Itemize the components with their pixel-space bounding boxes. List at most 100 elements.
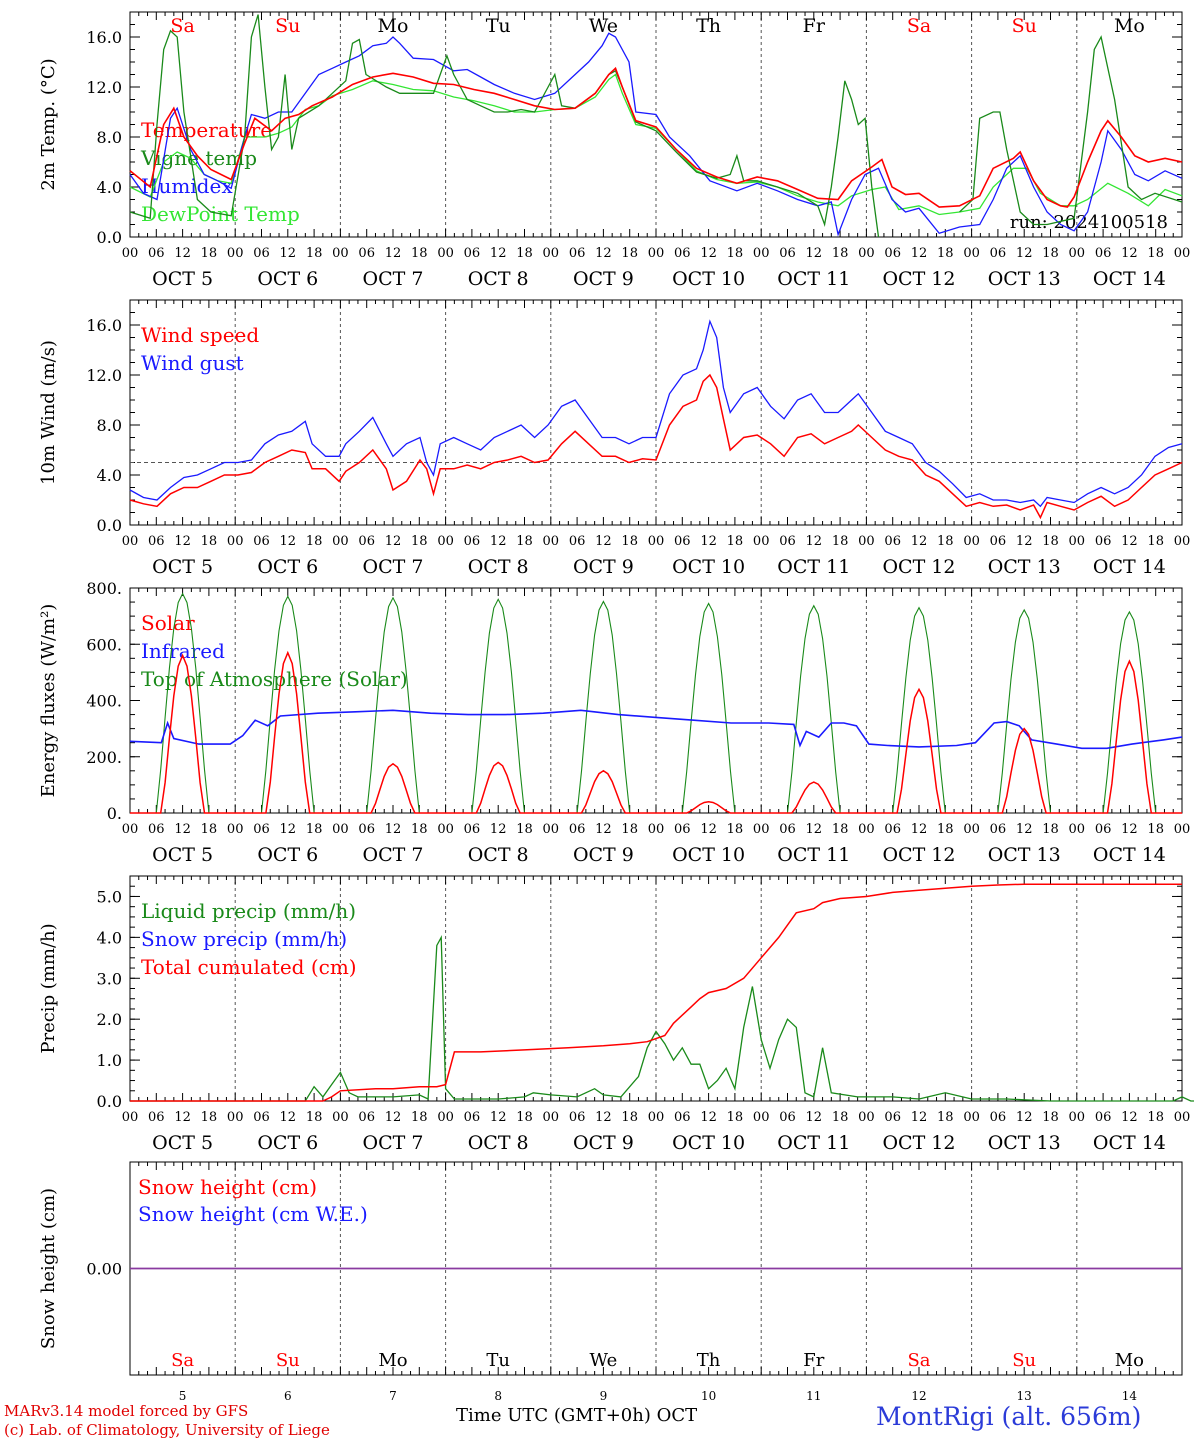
date-label: OCT 14 [1093, 556, 1166, 578]
hour-label: 06 [464, 822, 481, 837]
hour-label: 18 [832, 246, 849, 261]
temperature-line [129, 66, 1183, 208]
date-label: OCT 12 [882, 268, 955, 290]
hour-label: 00 [543, 534, 560, 549]
hour-label: 06 [674, 1110, 691, 1125]
hour-label: 12 [385, 534, 402, 549]
hour-label: 12 [490, 1110, 507, 1125]
y-axis-label: 10m Wind (m/s) [38, 340, 59, 485]
hour-label: 18 [727, 246, 744, 261]
hour-label: 00 [648, 822, 665, 837]
date-label: OCT 7 [363, 1132, 424, 1154]
date-label: OCT 5 [152, 556, 213, 578]
y-axis-label: Energy fluxes (W/m²) [38, 604, 59, 798]
hour-label: 18 [201, 822, 218, 837]
hour-label: 00 [963, 822, 980, 837]
date-label: OCT 12 [882, 556, 955, 578]
day-number: 13 [1017, 1389, 1032, 1403]
hour-label: 12 [280, 534, 297, 549]
hour-label: 12 [700, 246, 717, 261]
day-number: 5 [179, 1389, 187, 1403]
hour-label: 12 [385, 822, 402, 837]
hour-label: 06 [884, 1110, 901, 1125]
date-label: OCT 6 [257, 268, 318, 290]
y-tick-label: 8.0 [97, 416, 122, 435]
hour-label: 00 [1174, 534, 1191, 549]
day-name: We [590, 1350, 618, 1371]
hour-label: 06 [148, 1110, 165, 1125]
y-tick-label: 5.0 [97, 887, 122, 906]
y-tick-label: 0.0 [97, 516, 122, 535]
hour-label: 00 [648, 534, 665, 549]
hour-label: 06 [990, 534, 1007, 549]
hour-label: 00 [437, 246, 454, 261]
y-tick-label: 0. [107, 804, 122, 823]
hour-label: 06 [779, 1110, 796, 1125]
hour-label: 12 [595, 822, 612, 837]
day-name: Su [1012, 1350, 1036, 1371]
liquid-precip-line [130, 934, 1194, 1102]
y-tick-label: 3.0 [97, 969, 122, 988]
hour-label: 12 [280, 1110, 297, 1125]
hour-label: 00 [1174, 1110, 1191, 1125]
hour-label: 18 [1042, 822, 1059, 837]
hour-label: 12 [595, 246, 612, 261]
hour-label: 00 [753, 822, 770, 837]
hour-label: 00 [1069, 534, 1086, 549]
legend-entry: Infrared [141, 639, 225, 663]
date-label: OCT 14 [1093, 268, 1166, 290]
day-number: 12 [911, 1389, 926, 1403]
day-number: 8 [494, 1389, 502, 1403]
hour-label: 06 [1095, 534, 1112, 549]
hour-label: 18 [516, 822, 533, 837]
day-name: Sa [171, 1350, 194, 1371]
hour-label: 12 [174, 1110, 191, 1125]
date-label: OCT 10 [672, 1132, 745, 1154]
date-label: OCT 8 [468, 556, 529, 578]
panel-frame [129, 299, 1183, 526]
hour-label: 12 [1016, 822, 1033, 837]
date-label: OCT 5 [152, 268, 213, 290]
hour-label: 00 [648, 246, 665, 261]
hour-label: 00 [543, 246, 560, 261]
hour-label: 12 [806, 1110, 823, 1125]
wind-speed-line [129, 373, 1183, 520]
hour-label: 18 [937, 1110, 954, 1125]
hour-label: 18 [1147, 822, 1164, 837]
day-number: 10 [701, 1389, 716, 1403]
hour-label: 06 [884, 246, 901, 261]
date-label: OCT 7 [363, 556, 424, 578]
hour-label: 06 [1095, 822, 1112, 837]
hour-label: 12 [490, 822, 507, 837]
infrared-line [129, 709, 1183, 750]
hour-label: 12 [700, 1110, 717, 1125]
hour-label: 18 [516, 246, 533, 261]
hour-label: 12 [700, 822, 717, 837]
hour-label: 12 [385, 1110, 402, 1125]
hour-label: 00 [332, 1110, 349, 1125]
hour-label: 00 [437, 822, 454, 837]
cumulated-precip-line [130, 883, 1182, 1102]
hour-label: 00 [753, 246, 770, 261]
hour-label: 00 [1069, 1110, 1086, 1125]
legend-entry: Snow height (cm) [138, 1175, 317, 1199]
hour-label: 06 [674, 822, 691, 837]
hour-label: 00 [858, 246, 875, 261]
hour-label: 06 [990, 246, 1007, 261]
day-number: 9 [600, 1389, 608, 1403]
hour-label: 18 [621, 822, 638, 837]
date-label: OCT 7 [363, 844, 424, 866]
hour-label: 06 [253, 246, 270, 261]
hour-label: 06 [569, 534, 586, 549]
date-label: OCT 6 [257, 844, 318, 866]
hour-label: 00 [1174, 822, 1191, 837]
hour-label: 00 [227, 822, 244, 837]
hour-label: 00 [753, 534, 770, 549]
hour-label: 06 [148, 534, 165, 549]
hour-label: 00 [122, 246, 139, 261]
date-label: OCT 10 [672, 556, 745, 578]
hour-label: 18 [1147, 1110, 1164, 1125]
hour-label: 00 [227, 1110, 244, 1125]
day-name: Tu [486, 1350, 510, 1371]
